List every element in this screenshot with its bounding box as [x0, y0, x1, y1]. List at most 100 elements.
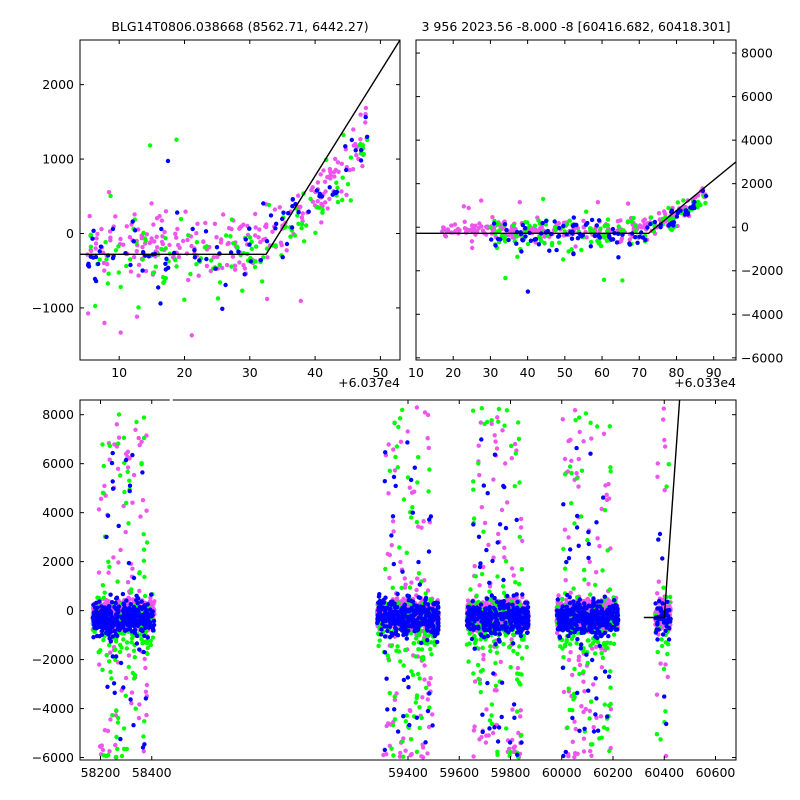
- panel-top-right-xticks: 10 20 30 40 50 60 70 80 90: [408, 40, 722, 380]
- data-point: [591, 228, 596, 233]
- data-point: [140, 268, 145, 273]
- data-point: [296, 210, 301, 215]
- data-point: [323, 200, 328, 205]
- data-point: [556, 233, 562, 239]
- data-point: [601, 277, 607, 282]
- panel-top-left-title: BLG14T0806.038668 (8562.71, 6442.27): [111, 19, 368, 34]
- data-point: [595, 536, 600, 541]
- data-point: [381, 752, 386, 758]
- data-point: [466, 205, 471, 211]
- data-point: [204, 263, 210, 269]
- panel-top-left-points: [85, 105, 370, 338]
- data-point: [502, 222, 508, 227]
- data-point: [351, 127, 356, 132]
- data-point: [420, 745, 426, 750]
- data-point: [95, 231, 100, 237]
- data-point: [445, 229, 451, 234]
- data-point: [503, 239, 508, 244]
- data-point: [421, 519, 426, 524]
- data-point: [589, 436, 594, 441]
- data-point: [361, 151, 366, 157]
- data-point: [113, 248, 119, 253]
- data-point: [144, 682, 150, 688]
- data-point: [280, 255, 285, 260]
- data-point: [306, 209, 311, 214]
- data-point: [201, 239, 206, 245]
- data-point: [579, 234, 584, 239]
- data-point: [627, 237, 632, 242]
- data-point: [214, 245, 220, 250]
- data-point: [571, 215, 576, 220]
- data-point: [695, 199, 701, 204]
- data-point: [241, 263, 246, 268]
- data-point: [523, 234, 528, 239]
- data-point: [343, 144, 348, 149]
- data-point: [533, 236, 538, 242]
- data-point: [298, 204, 303, 209]
- data-point: [358, 158, 364, 163]
- data-point: [284, 241, 290, 247]
- data-point: [313, 230, 318, 235]
- data-point: [479, 224, 484, 229]
- data-point: [223, 233, 229, 238]
- data-point: [228, 234, 233, 239]
- y-tick-label: −4000: [741, 307, 783, 322]
- data-point: [605, 223, 610, 228]
- data-point: [394, 691, 399, 696]
- data-point: [539, 224, 544, 230]
- data-point: [358, 112, 363, 117]
- data-point: [422, 677, 427, 682]
- data-point: [579, 704, 584, 709]
- data-point: [599, 665, 605, 670]
- data-point: [518, 714, 523, 719]
- data-point: [422, 410, 428, 415]
- data-point: [608, 707, 614, 712]
- data-point: [588, 748, 593, 754]
- data-point: [177, 245, 182, 250]
- data-point: [327, 196, 332, 202]
- data-point: [498, 237, 503, 242]
- data-point: [567, 218, 572, 223]
- data-point: [159, 246, 164, 252]
- data-point: [335, 199, 341, 205]
- data-point: [469, 223, 475, 228]
- data-point: [640, 235, 646, 240]
- data-point: [614, 240, 620, 245]
- data-point: [242, 266, 248, 271]
- data-point: [637, 234, 642, 239]
- x-tick-label: 50: [372, 365, 388, 380]
- data-point: [360, 163, 365, 169]
- data-point: [490, 730, 496, 736]
- data-point: [327, 185, 332, 190]
- data-point: [121, 503, 126, 509]
- data-point: [691, 203, 696, 208]
- data-point: [331, 169, 337, 175]
- data-point: [138, 514, 143, 519]
- data-point: [344, 192, 349, 198]
- data-point: [203, 220, 208, 226]
- data-point: [675, 200, 680, 205]
- data-point: [102, 601, 108, 606]
- data-point: [152, 239, 157, 244]
- data-point: [573, 244, 578, 249]
- data-point: [543, 222, 549, 227]
- data-point: [139, 236, 144, 241]
- data-point: [354, 153, 359, 158]
- data-point: [387, 575, 392, 581]
- data-point: [588, 228, 593, 233]
- data-point: [163, 236, 168, 241]
- data-point: [214, 235, 219, 240]
- data-point: [174, 137, 179, 142]
- data-point: [408, 708, 413, 714]
- data-point: [241, 222, 246, 227]
- data-point: [358, 148, 364, 153]
- data-point: [348, 198, 353, 203]
- data-point: [496, 531, 501, 537]
- data-point: [530, 226, 535, 231]
- data-point: [616, 224, 621, 229]
- data-point: [461, 204, 466, 209]
- data-point: [419, 525, 424, 530]
- data-point: [320, 210, 325, 215]
- data-point: [231, 241, 236, 246]
- data-point: [576, 658, 581, 663]
